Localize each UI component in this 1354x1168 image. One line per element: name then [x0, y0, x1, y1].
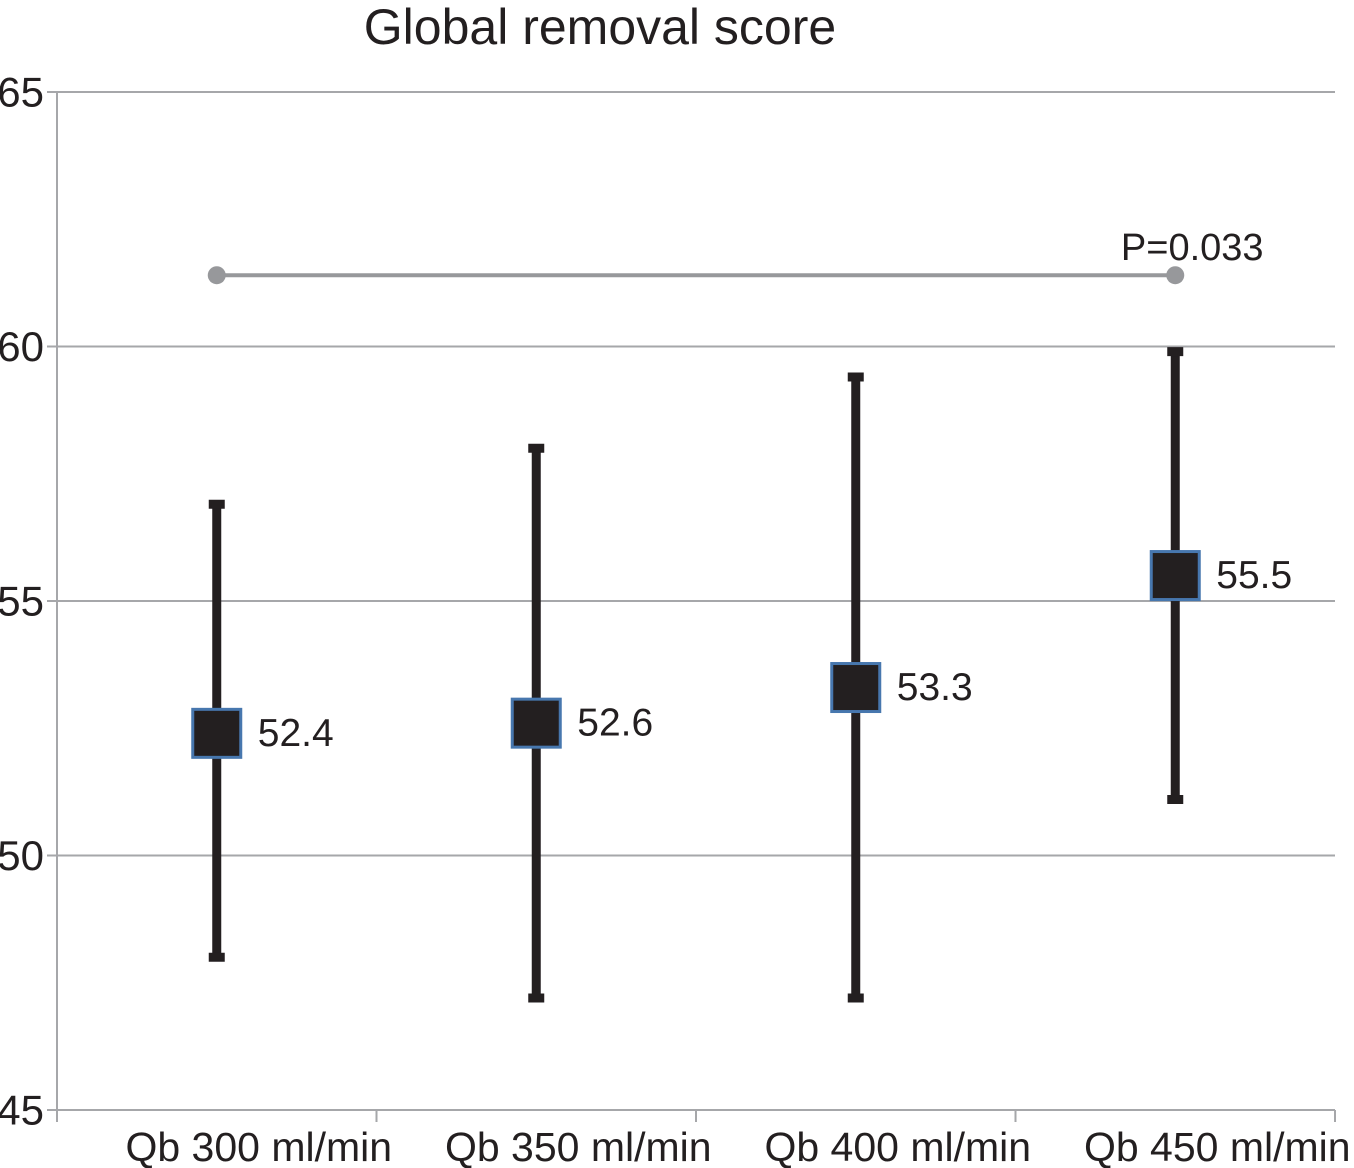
significance-endpoint-dot-left: [207, 266, 226, 285]
significance-p-value-label: P=0.033: [1121, 227, 1264, 269]
data-point-value-label: 52.4: [258, 712, 334, 755]
y-axis-tick-label: 65: [0, 69, 44, 116]
y-axis-tick-label: 50: [0, 832, 44, 879]
data-point-marker: [191, 707, 243, 759]
data-point-marker: [1149, 550, 1201, 602]
y-axis-tick-label: 60: [0, 323, 44, 370]
x-axis-category-label: Qb 350 ml/min: [445, 1124, 712, 1168]
x-axis-category-label: Qb 450 ml/min: [1084, 1124, 1351, 1168]
data-point-marker: [830, 662, 882, 714]
y-axis-tick-label: 55: [0, 578, 44, 625]
x-axis-category-label: Qb 300 ml/min: [125, 1124, 392, 1168]
data-point-value-label: 53.3: [897, 666, 973, 709]
x-axis-category-label: Qb 400 ml/min: [764, 1124, 1031, 1168]
y-axis-tick-label: 45: [0, 1087, 44, 1134]
chart-title: Global removal score: [363, 0, 837, 55]
data-point-marker: [510, 697, 562, 749]
significance-endpoint-dot-right: [1166, 266, 1185, 285]
data-point-value-label: 55.5: [1216, 554, 1292, 597]
data-point-value-label: 52.6: [577, 702, 653, 745]
